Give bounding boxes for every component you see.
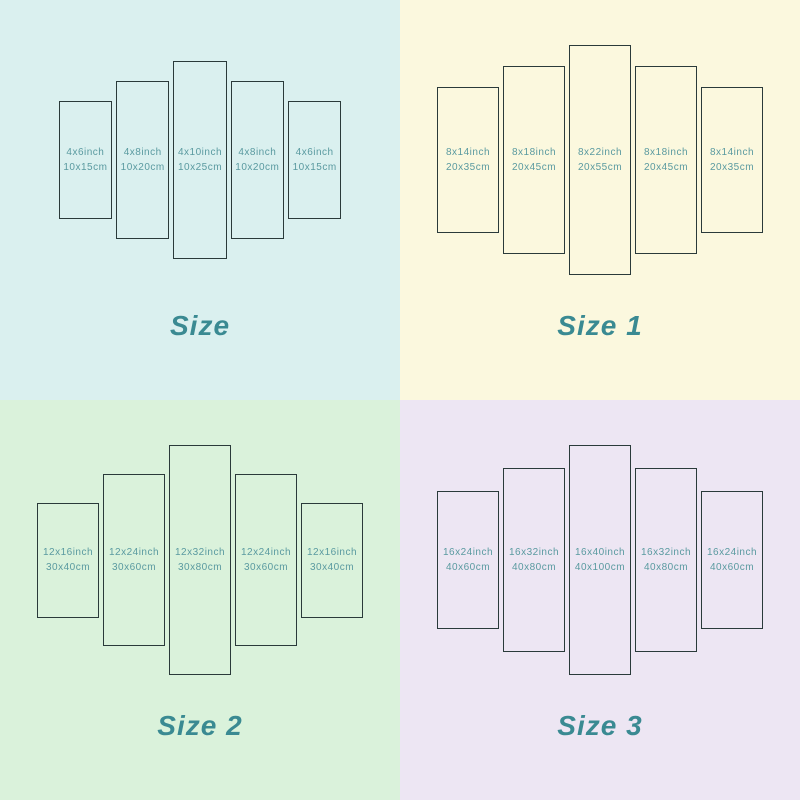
panel-inch-label: 12x24inch: [109, 545, 159, 560]
panel: 8x22inch 20x55cm: [569, 45, 631, 275]
panel-cm-label: 10x20cm: [121, 160, 165, 175]
panel-inch-label: 16x32inch: [509, 545, 559, 560]
panel-cm-label: 20x45cm: [512, 160, 556, 175]
quadrant-title: Size: [170, 310, 230, 342]
panel-cm-label: 40x60cm: [446, 560, 490, 575]
panel-cm-label: 30x40cm: [46, 560, 90, 575]
panel-inch-label: 8x22inch: [578, 145, 622, 160]
panel-cm-label: 20x55cm: [578, 160, 622, 175]
panel: 12x16inch 30x40cm: [37, 503, 99, 618]
quadrant-size-2: 12x16inch 30x40cm 12x24inch 30x60cm 12x3…: [0, 400, 400, 800]
panel-inch-label: 8x14inch: [446, 145, 490, 160]
panel: 4x6inch 10x15cm: [288, 101, 341, 220]
panel-inch-label: 4x6inch: [296, 145, 334, 160]
panel-group-0: 4x6inch 10x15cm 4x8inch 10x20cm 4x10inch…: [59, 40, 342, 280]
panel-inch-label: 8x18inch: [512, 145, 556, 160]
panel: 12x24inch 30x60cm: [103, 474, 165, 647]
panel-inch-label: 16x24inch: [707, 545, 757, 560]
panel-inch-label: 8x18inch: [644, 145, 688, 160]
panel-inch-label: 16x24inch: [443, 545, 493, 560]
panel-inch-label: 12x32inch: [175, 545, 225, 560]
quadrant-title: Size 3: [557, 710, 642, 742]
panel-cm-label: 30x60cm: [244, 560, 288, 575]
panel: 4x8inch 10x20cm: [116, 81, 169, 239]
panel-group-3: 16x24inch 40x60cm 16x32inch 40x80cm 16x4…: [437, 440, 763, 680]
panel-inch-label: 4x10inch: [178, 145, 222, 160]
panel-cm-label: 20x35cm: [710, 160, 754, 175]
panel-cm-label: 40x80cm: [644, 560, 688, 575]
panel: 12x24inch 30x60cm: [235, 474, 297, 647]
quadrant-size-1: 8x14inch 20x35cm 8x18inch 20x45cm 8x22in…: [400, 0, 800, 400]
panel: 16x32inch 40x80cm: [503, 468, 565, 652]
panel-inch-label: 8x14inch: [710, 145, 754, 160]
panel: 16x40inch 40x100cm: [569, 445, 631, 675]
panel: 16x24inch 40x60cm: [437, 491, 499, 629]
panel-inch-label: 12x16inch: [307, 545, 357, 560]
panel-inch-label: 4x8inch: [238, 145, 276, 160]
panel-cm-label: 40x80cm: [512, 560, 556, 575]
panel-cm-label: 10x15cm: [293, 160, 337, 175]
panel-cm-label: 40x60cm: [710, 560, 754, 575]
panel-cm-label: 10x25cm: [178, 160, 222, 175]
panel-cm-label: 30x80cm: [178, 560, 222, 575]
panel-group-1: 8x14inch 20x35cm 8x18inch 20x45cm 8x22in…: [437, 40, 763, 280]
panel: 16x24inch 40x60cm: [701, 491, 763, 629]
panel-inch-label: 16x32inch: [641, 545, 691, 560]
panel: 12x32inch 30x80cm: [169, 445, 231, 675]
panel-cm-label: 30x60cm: [112, 560, 156, 575]
panel-cm-label: 10x20cm: [235, 160, 279, 175]
quadrant-size-3: 16x24inch 40x60cm 16x32inch 40x80cm 16x4…: [400, 400, 800, 800]
quadrant-size-0: 4x6inch 10x15cm 4x8inch 10x20cm 4x10inch…: [0, 0, 400, 400]
panel-inch-label: 4x8inch: [124, 145, 162, 160]
panel-cm-label: 20x45cm: [644, 160, 688, 175]
panel-inch-label: 12x24inch: [241, 545, 291, 560]
panel-inch-label: 12x16inch: [43, 545, 93, 560]
panel: 12x16inch 30x40cm: [301, 503, 363, 618]
panel: 16x32inch 40x80cm: [635, 468, 697, 652]
panel-group-2: 12x16inch 30x40cm 12x24inch 30x60cm 12x3…: [37, 440, 363, 680]
panel-inch-label: 4x6inch: [66, 145, 104, 160]
panel: 8x18inch 20x45cm: [635, 66, 697, 254]
quadrant-title: Size 2: [157, 710, 242, 742]
panel-cm-label: 30x40cm: [310, 560, 354, 575]
panel: 8x14inch 20x35cm: [701, 87, 763, 233]
panel: 8x18inch 20x45cm: [503, 66, 565, 254]
panel: 4x8inch 10x20cm: [231, 81, 284, 239]
panel-cm-label: 40x100cm: [575, 560, 625, 575]
panel: 4x10inch 10x25cm: [173, 61, 226, 259]
quadrant-title: Size 1: [557, 310, 642, 342]
panel-cm-label: 10x15cm: [63, 160, 107, 175]
panel-cm-label: 20x35cm: [446, 160, 490, 175]
panel: 8x14inch 20x35cm: [437, 87, 499, 233]
panel: 4x6inch 10x15cm: [59, 101, 112, 220]
panel-inch-label: 16x40inch: [575, 545, 625, 560]
